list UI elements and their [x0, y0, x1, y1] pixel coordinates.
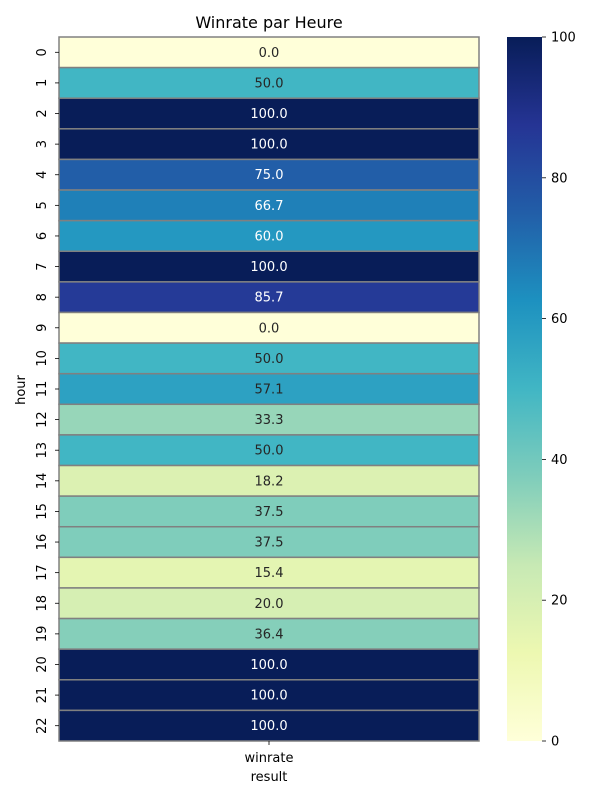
- cell-value-label: 100.0: [250, 260, 287, 275]
- cell-value-label: 0.0: [259, 46, 280, 61]
- colorbar-gradient: [507, 37, 542, 741]
- y-tick-label: 10: [35, 350, 50, 367]
- colorbar-tick-label: 40: [551, 453, 568, 468]
- cell-value-label: 66.7: [255, 199, 284, 214]
- heatmap-cell: [58, 128, 480, 161]
- y-tick-label: 3: [35, 140, 50, 148]
- y-tick-label: 1: [35, 79, 50, 87]
- cell-value-label: 57.1: [255, 383, 284, 398]
- y-tick-label: 16: [35, 534, 50, 551]
- heatmap-cell: [58, 311, 480, 344]
- heatmap-cell: [58, 66, 480, 99]
- cell-value-label: 100.0: [250, 138, 287, 153]
- heatmap-cell: [58, 648, 480, 681]
- y-axis-label: hour: [14, 374, 29, 404]
- cell-value-label: 37.5: [255, 505, 284, 520]
- y-tick-label: 19: [35, 626, 50, 643]
- heatmap-cell: [58, 709, 480, 742]
- y-tick-label: 12: [35, 411, 50, 428]
- y-tick-label: 14: [35, 473, 50, 490]
- heatmap-cell: [58, 679, 480, 712]
- y-tick-label: 9: [35, 324, 50, 332]
- y-tick-label: 4: [35, 171, 50, 179]
- cell-value-label: 18.2: [255, 474, 284, 489]
- y-tick-label: 21: [35, 687, 50, 704]
- cell-value-label: 37.5: [255, 536, 284, 551]
- x-axis-label: result: [251, 770, 288, 785]
- cell-value-label: 15.4: [255, 566, 284, 581]
- y-tick-label: 15: [35, 503, 50, 520]
- cell-value-label: 50.0: [255, 444, 284, 459]
- cell-value-label: 0.0: [259, 321, 280, 336]
- y-tick-label: 2: [35, 109, 50, 117]
- cell-value-label: 100.0: [250, 719, 287, 734]
- colorbar-tick-label: 80: [551, 171, 568, 186]
- heatmap-cell: [58, 434, 480, 467]
- heatmap-cell: [58, 617, 480, 650]
- heatmap-cells: 0.0 50.0 100.0 100.0 75.0 66.7 60.0 100.0 85.7 0.…: [58, 36, 480, 742]
- colorbar-tick-label: 20: [551, 594, 568, 609]
- y-tick-label: 20: [35, 656, 50, 673]
- cell-value-label: 100.0: [250, 658, 287, 673]
- cell-value-label: 50.0: [255, 352, 284, 367]
- cell-value-label: 100.0: [250, 689, 287, 704]
- cell-value-label: 60.0: [255, 229, 284, 244]
- cell-value-label: 50.0: [255, 76, 284, 91]
- y-tick-label: 7: [35, 262, 50, 270]
- x-axis: winrate: [245, 741, 294, 766]
- heatmap-cell: [58, 342, 480, 375]
- cell-value-label: 33.3: [255, 413, 284, 428]
- y-tick-label: 13: [35, 442, 50, 459]
- y-tick-label: 17: [35, 564, 50, 581]
- colorbar-tick-label: 0: [551, 735, 559, 750]
- heatmap-cell: [58, 372, 480, 406]
- y-tick-label: 5: [35, 201, 50, 209]
- colorbar-tick-label: 60: [551, 312, 568, 327]
- x-tick-label: winrate: [245, 751, 294, 766]
- heatmap-cell: [58, 587, 480, 620]
- chart-title: Winrate par Heure: [195, 13, 342, 32]
- cell-value-label: 20.0: [255, 597, 284, 612]
- colorbar: 0 20 40 60 80 100: [507, 31, 576, 750]
- cell-value-label: 85.7: [255, 291, 284, 306]
- y-tick-label: 11: [35, 381, 50, 398]
- cell-value-label: 75.0: [255, 168, 284, 183]
- y-tick-label: 8: [35, 293, 50, 301]
- y-tick-label: 18: [35, 595, 50, 612]
- y-tick-label: 22: [35, 717, 50, 734]
- y-tick-label: 0: [35, 48, 50, 56]
- colorbar-tick-label: 100: [551, 31, 576, 46]
- cell-value-label: 36.4: [255, 627, 284, 642]
- cell-value-label: 100.0: [250, 107, 287, 122]
- y-tick-label: 6: [35, 232, 50, 240]
